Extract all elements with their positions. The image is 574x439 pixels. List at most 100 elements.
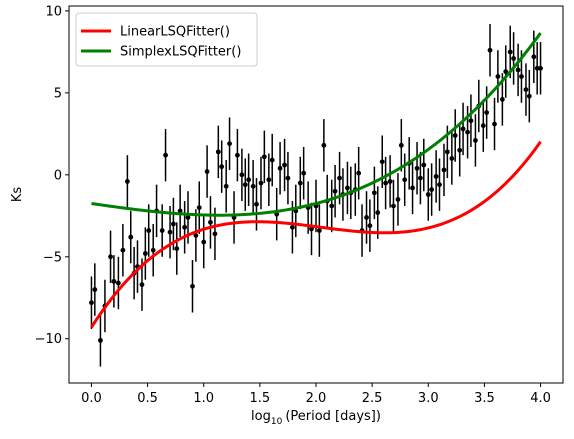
data-point: [190, 260, 195, 313]
data-point: [452, 109, 458, 162]
data-point: [375, 186, 381, 239]
point-marker: [290, 224, 295, 230]
data-point: [193, 209, 199, 262]
point-marker: [425, 192, 431, 197]
point-marker: [538, 65, 543, 71]
x-tick-label: 2.5: [362, 391, 383, 406]
point-marker: [329, 203, 335, 209]
data-point: [208, 196, 213, 249]
point-marker: [395, 197, 401, 202]
data-point: [313, 179, 319, 233]
point-marker: [223, 183, 229, 189]
data-point: [356, 146, 362, 200]
point-marker: [261, 154, 267, 160]
data-point: [398, 119, 404, 172]
x-axis-label-base: log: [251, 409, 271, 424]
point-marker: [383, 180, 389, 186]
data-point: [511, 32, 516, 85]
point-marker: [499, 97, 505, 102]
point-marker: [437, 182, 442, 188]
data-point: [480, 99, 486, 152]
data-point: [526, 69, 532, 123]
point-marker: [414, 165, 420, 171]
point-marker: [269, 157, 275, 163]
data-points: [89, 24, 543, 367]
point-marker: [418, 175, 423, 181]
point-marker: [190, 283, 195, 289]
point-marker: [182, 224, 188, 230]
x-axis-label: log10 (Period [days]): [251, 409, 381, 427]
point-marker: [266, 177, 272, 183]
point-marker: [507, 49, 513, 55]
point-marker: [185, 215, 191, 220]
data-point: [538, 42, 543, 95]
data-point: [437, 158, 442, 211]
y-tick-label: 10: [45, 4, 62, 19]
data-point: [449, 132, 455, 185]
data-point: [142, 227, 148, 280]
data-point: [395, 173, 401, 226]
data-point: [418, 151, 423, 205]
y-tick-label: −5: [43, 250, 62, 265]
x-tick-label: 1.5: [250, 391, 271, 406]
data-point: [503, 45, 509, 98]
data-point: [239, 148, 245, 202]
point-marker: [174, 246, 180, 251]
point-marker: [146, 228, 152, 233]
point-marker: [159, 228, 165, 233]
data-point: [146, 204, 152, 257]
data-point: [227, 117, 232, 170]
x-tick-label: 1.0: [193, 391, 214, 406]
legend-box: [75, 12, 258, 67]
point-marker: [108, 254, 113, 260]
data-point: [277, 142, 283, 195]
data-point: [332, 164, 338, 218]
data-point: [177, 184, 183, 238]
point-marker: [375, 210, 381, 215]
point-marker: [227, 141, 232, 147]
point-marker: [285, 175, 291, 181]
point-marker: [177, 208, 183, 214]
legend-label-linear-lsq-fitter: LinearLSQFitter(): [120, 25, 230, 40]
data-point: [523, 63, 529, 116]
point-marker: [258, 180, 264, 186]
point-marker: [484, 110, 490, 115]
data-point: [534, 42, 540, 95]
data-point: [316, 204, 322, 257]
data-point: [174, 222, 180, 275]
data-point: [301, 146, 307, 200]
data-point: [473, 114, 478, 167]
point-marker: [523, 87, 529, 92]
point-marker: [429, 187, 435, 192]
data-point: [371, 166, 377, 220]
data-point: [495, 50, 501, 103]
data-point: [108, 230, 113, 284]
data-point: [507, 25, 513, 79]
data-point: [293, 184, 299, 238]
curve-linear-lsq-fitter: [90, 140, 542, 329]
point-marker: [444, 149, 450, 155]
legend-label-simplex-lsq-fitter: SimplexLSQFitter(): [120, 45, 241, 60]
data-point: [219, 140, 225, 193]
point-marker: [503, 69, 509, 74]
point-marker: [242, 182, 248, 188]
data-point: [429, 163, 435, 216]
data-point: [246, 153, 252, 206]
data-point: [182, 201, 188, 254]
x-tick-label: 3.5: [474, 391, 495, 406]
data-point: [309, 202, 314, 256]
point-marker: [452, 133, 458, 138]
point-marker: [534, 65, 540, 71]
point-marker: [150, 247, 156, 253]
data-point: [269, 133, 275, 187]
point-marker: [441, 167, 447, 173]
x-axis-label-rest: (Period [days]): [285, 409, 381, 424]
data-point: [167, 205, 173, 259]
point-marker: [515, 67, 521, 73]
point-marker: [460, 126, 466, 132]
data-point: [457, 124, 463, 177]
data-point: [285, 151, 291, 205]
point-marker: [215, 149, 221, 155]
point-marker: [531, 54, 537, 60]
